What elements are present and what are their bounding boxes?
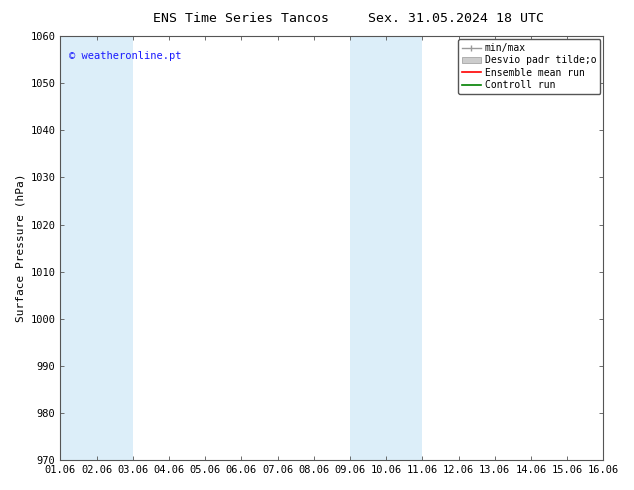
Legend: min/max, Desvio padr tilde;o, Ensemble mean run, Controll run: min/max, Desvio padr tilde;o, Ensemble m… <box>458 39 600 94</box>
Bar <box>60 36 133 460</box>
Text: ENS Time Series Tancos: ENS Time Series Tancos <box>153 12 329 25</box>
Bar <box>350 36 422 460</box>
Bar <box>604 36 634 460</box>
Text: Sex. 31.05.2024 18 UTC: Sex. 31.05.2024 18 UTC <box>368 12 545 25</box>
Y-axis label: Surface Pressure (hPa): Surface Pressure (hPa) <box>15 174 25 322</box>
Text: © weatheronline.pt: © weatheronline.pt <box>68 51 181 61</box>
